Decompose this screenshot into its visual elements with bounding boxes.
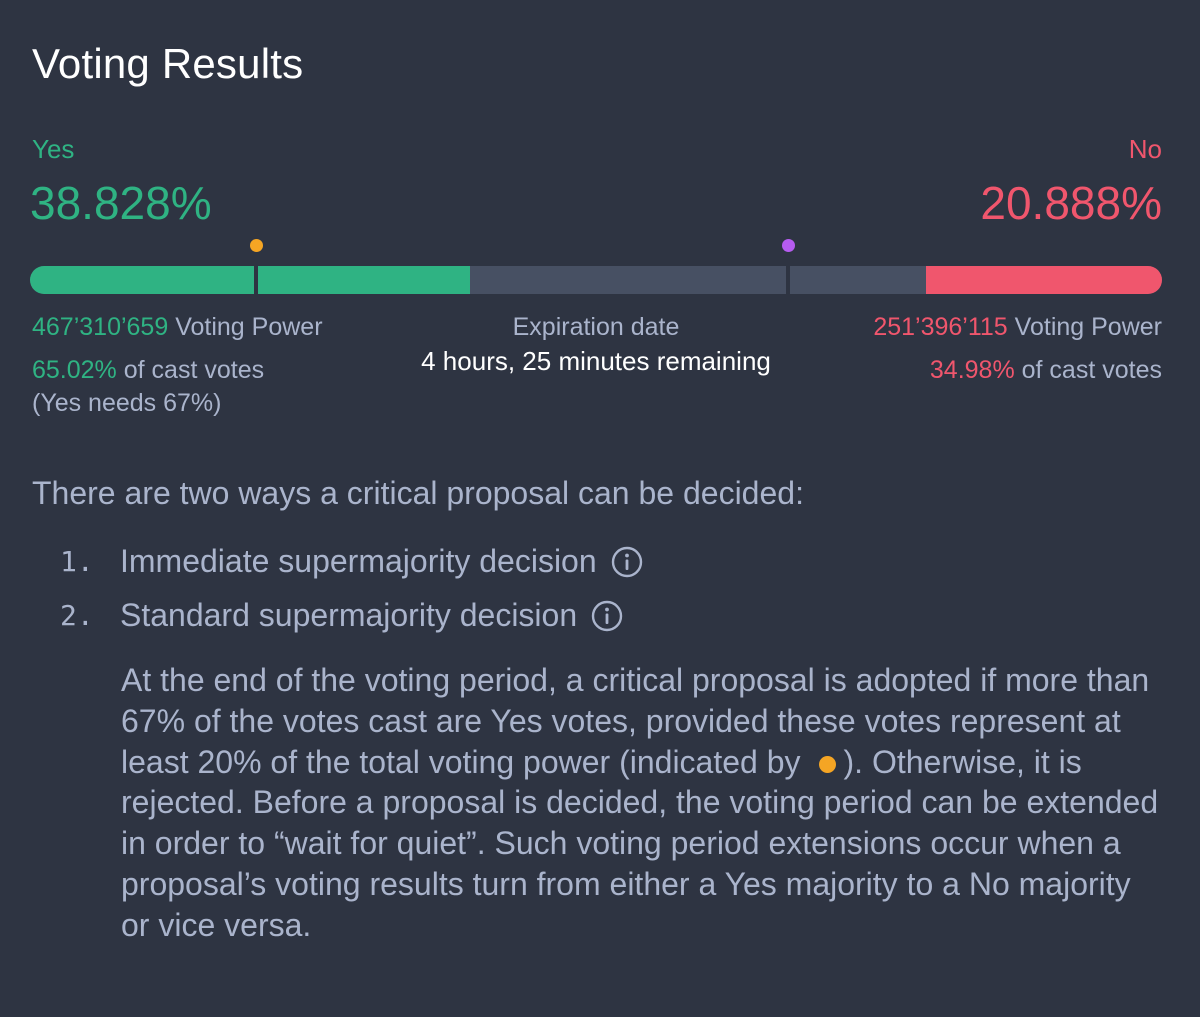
list-number: 1. <box>60 545 94 578</box>
yes-cast-votes: 65.02% of cast votes <box>32 356 264 385</box>
yes-segment <box>30 266 470 294</box>
no-cast-votes: 34.98% of cast votes <box>930 356 1162 385</box>
expiration-label: Expiration date <box>512 313 680 341</box>
no-percent: 20.888% <box>980 177 1162 229</box>
list-item-standard: 2. Standard supermajority decision <box>60 597 623 634</box>
no-voting-power-label: Voting Power <box>1014 313 1162 341</box>
no-cast-label: of cast votes <box>1021 356 1162 384</box>
voting-progress-bar <box>30 239 1162 294</box>
threshold-dot-icon <box>818 755 836 773</box>
yes-voting-power-label: Voting Power <box>175 313 323 341</box>
yes-needs-note: (Yes needs 67%) <box>32 389 222 417</box>
yes-voting-power: 467’310’659 Voting Power <box>32 313 323 342</box>
list-item-immediate: 1. Immediate supermajority decision <box>60 543 643 580</box>
yes-voting-power-value: 467’310’659 <box>32 313 169 341</box>
no-segment <box>925 266 1162 294</box>
description-part-1: At the end of the voting period, a criti… <box>121 662 1150 780</box>
threshold-dot-icon <box>249 239 263 252</box>
list-item-label: Immediate supermajority decision <box>120 543 597 579</box>
majority-tick <box>786 266 791 294</box>
info-icon[interactable] <box>591 600 623 632</box>
yes-cast-percent: 65.02% <box>32 356 117 384</box>
expiration-remaining: 4 hours, 25 minutes remaining <box>421 346 771 376</box>
majority-dot-icon <box>781 239 795 252</box>
threshold-tick <box>254 266 259 294</box>
list-item-label: Standard supermajority decision <box>120 597 578 633</box>
yes-percent: 38.828% <box>30 177 212 229</box>
no-voting-power: 251’396’115 Voting Power <box>873 313 1162 342</box>
yes-label: Yes <box>32 134 75 164</box>
page-title: Voting Results <box>32 40 304 87</box>
yes-cast-label: of cast votes <box>123 356 265 384</box>
list-number: 2. <box>60 599 94 632</box>
description-part-2: ). Otherwise, it is rejected. Before a p… <box>121 743 1159 943</box>
info-icon[interactable] <box>611 546 643 578</box>
progress-track <box>30 266 1162 294</box>
no-cast-percent: 34.98% <box>929 356 1015 384</box>
no-label: No <box>1128 134 1162 164</box>
decision-intro: There are two ways a critical proposal c… <box>32 475 804 511</box>
standard-decision-description: At the end of the voting period, a criti… <box>121 660 1161 946</box>
no-voting-power-value: 251’396’115 <box>873 313 1008 341</box>
